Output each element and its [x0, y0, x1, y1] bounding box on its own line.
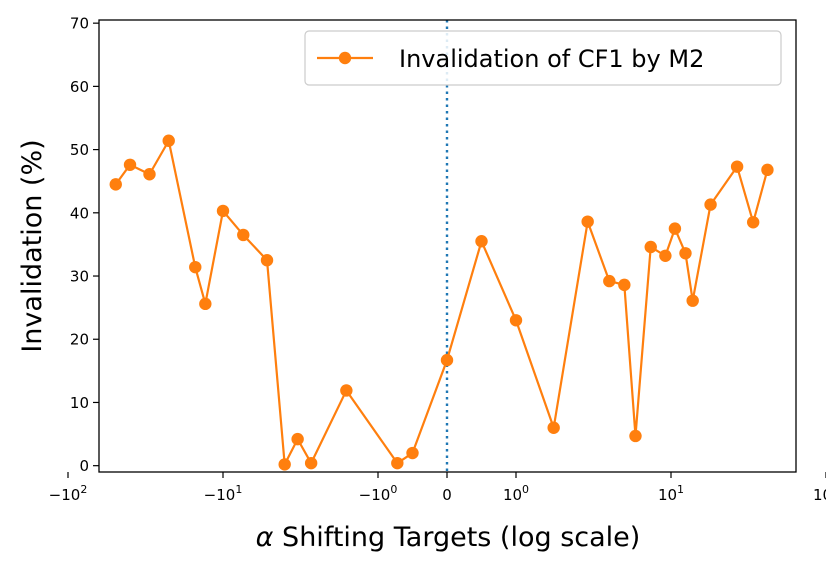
data-point	[406, 446, 419, 460]
plot-area	[109, 20, 774, 472]
data-point	[618, 278, 631, 292]
data-point	[644, 240, 657, 254]
data-point	[475, 235, 488, 248]
data-point	[629, 429, 642, 443]
y-axis-ticks: 0 10 20 30 40 50 60 70	[70, 15, 99, 475]
y-tick-label: 40	[70, 204, 89, 222]
data-point	[603, 274, 616, 288]
data-point	[278, 458, 291, 471]
x-tick-label: −102	[49, 483, 88, 504]
data-point	[440, 353, 454, 367]
data-point	[581, 215, 594, 228]
data-point	[547, 421, 560, 434]
data-point	[143, 168, 156, 181]
data-point	[304, 456, 318, 470]
data-point	[340, 384, 353, 397]
data-point	[199, 297, 212, 311]
data-point	[704, 198, 717, 211]
data-point	[746, 216, 760, 229]
data-point	[260, 254, 274, 267]
y-tick-label: 50	[70, 141, 89, 159]
y-tick-label: 70	[70, 15, 89, 33]
x-tick-label: 102	[813, 483, 826, 504]
legend-box	[304, 30, 782, 86]
y-tick-label: 30	[70, 268, 89, 286]
legend-label: Invalidation of CF1 by M2	[399, 45, 704, 73]
data-point	[237, 228, 250, 242]
data-point	[730, 160, 744, 173]
x-axis-label-text: Shifting Targets (log scale)	[273, 522, 640, 553]
data-point	[216, 204, 230, 218]
x-tick-label: 100	[503, 483, 529, 504]
y-axis-label: Invalidation (%)	[17, 139, 48, 352]
x-tick-label: −100	[359, 483, 398, 504]
y-tick-label: 20	[70, 331, 89, 349]
legend-marker	[338, 51, 352, 65]
data-point	[291, 432, 304, 446]
data-point	[686, 294, 699, 307]
x-tick-label: −101	[204, 483, 243, 504]
y-tick-label: 60	[70, 78, 89, 96]
y-tick-label: 0	[79, 457, 89, 475]
data-point	[162, 134, 175, 147]
x-axis-label-symbol: α	[256, 522, 274, 553]
x-axis-ticks: −102 −101 −100 0 100 101 102	[49, 472, 826, 504]
data-point	[391, 456, 404, 470]
data-point	[668, 222, 682, 235]
x-axis-label: α Shifting Targets (log scale)	[256, 522, 641, 553]
data-point	[679, 247, 692, 260]
legend: Invalidation of CF1 by M2	[304, 30, 782, 86]
x-tick-label: 101	[658, 483, 684, 504]
data-point	[659, 249, 672, 262]
data-point	[109, 178, 122, 191]
data-point	[189, 260, 202, 274]
data-point	[123, 158, 137, 171]
x-tick-label: 0	[442, 486, 452, 504]
data-point	[509, 314, 523, 327]
y-tick-label: 10	[70, 394, 89, 412]
data-point	[761, 163, 774, 177]
